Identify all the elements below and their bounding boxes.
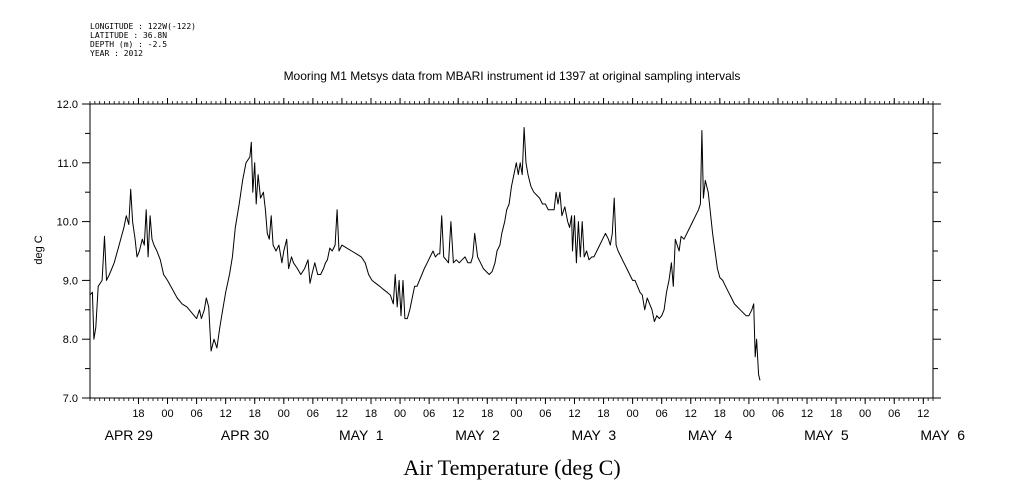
- x-tick-label: 12: [336, 408, 348, 420]
- x-date-label: MAY 6: [920, 427, 965, 443]
- x-tick-label: 12: [685, 408, 697, 420]
- y-axis-label: deg C: [33, 235, 45, 264]
- x-date-label: APR 29: [105, 427, 153, 443]
- x-tick-label: 18: [132, 408, 144, 420]
- x-axis-label: Air Temperature (deg C): [403, 455, 620, 480]
- x-tick-label: 18: [714, 408, 726, 420]
- x-tick-label: 06: [656, 408, 668, 420]
- y-tick-label: 8.0: [63, 334, 78, 346]
- x-date-label: MAY 1: [339, 427, 384, 443]
- x-date-label: MAY 4: [688, 427, 733, 443]
- x-tick-label: 18: [597, 408, 609, 420]
- y-tick-label: 12.0: [57, 99, 78, 111]
- x-tick-label: 18: [249, 408, 261, 420]
- meta-year: YEAR : 2012: [90, 49, 143, 58]
- x-tick-label: 00: [743, 408, 755, 420]
- x-tick-label: 06: [539, 408, 551, 420]
- x-tick-label: 06: [423, 408, 435, 420]
- x-tick-label: 00: [626, 408, 638, 420]
- x-tick-label: 12: [568, 408, 580, 420]
- x-tick-label: 00: [859, 408, 871, 420]
- plot-border: [89, 103, 934, 399]
- x-date-label: MAY 2: [455, 427, 500, 443]
- x-tick-label: 18: [365, 408, 377, 420]
- x-tick-label: 00: [278, 408, 290, 420]
- x-tick-label: 12: [452, 408, 464, 420]
- x-date-label: MAY 3: [572, 427, 617, 443]
- metadata-block: LONGITUDE : 122W(-122) LATITUDE : 36.8N …: [90, 22, 196, 58]
- series-layer: [89, 127, 761, 381]
- x-tick-label: 18: [830, 408, 842, 420]
- meta-latitude: LATITUDE : 36.8N: [90, 31, 168, 40]
- series-line-air-temperature: [89, 127, 761, 381]
- x-tick-label: 18: [481, 408, 493, 420]
- x-tick-label: 06: [888, 408, 900, 420]
- x-tick-label: 12: [801, 408, 813, 420]
- x-tick-label: 06: [190, 408, 202, 420]
- x-tick-label: 00: [161, 408, 173, 420]
- x-date-label: APR 30: [221, 427, 269, 443]
- y-tick-label: 11.0: [57, 158, 78, 170]
- y-tick-label: 9.0: [63, 275, 78, 287]
- plot-frame: 18 00 06 12 18 00 06 12 18 00 06 12 18 00 06 12 18 00 06 12…: [57, 98, 965, 443]
- x-tick-label: 06: [772, 408, 784, 420]
- meta-depth: DEPTH (m) : -2.5: [90, 40, 168, 49]
- meta-longitude: LONGITUDE : 122W(-122): [90, 22, 196, 31]
- y-tick-label: 7.0: [63, 393, 78, 405]
- chart-title: Mooring M1 Metsys data from MBARI instru…: [284, 69, 741, 83]
- y-tick-label: 10.0: [57, 217, 78, 229]
- x-tick-label: 12: [917, 408, 929, 420]
- x-tick-label: 00: [394, 408, 406, 420]
- x-date-label: MAY 5: [804, 427, 849, 443]
- x-tick-label: 12: [220, 408, 232, 420]
- x-tick-label: 06: [307, 408, 319, 420]
- x-tick-label: 00: [510, 408, 522, 420]
